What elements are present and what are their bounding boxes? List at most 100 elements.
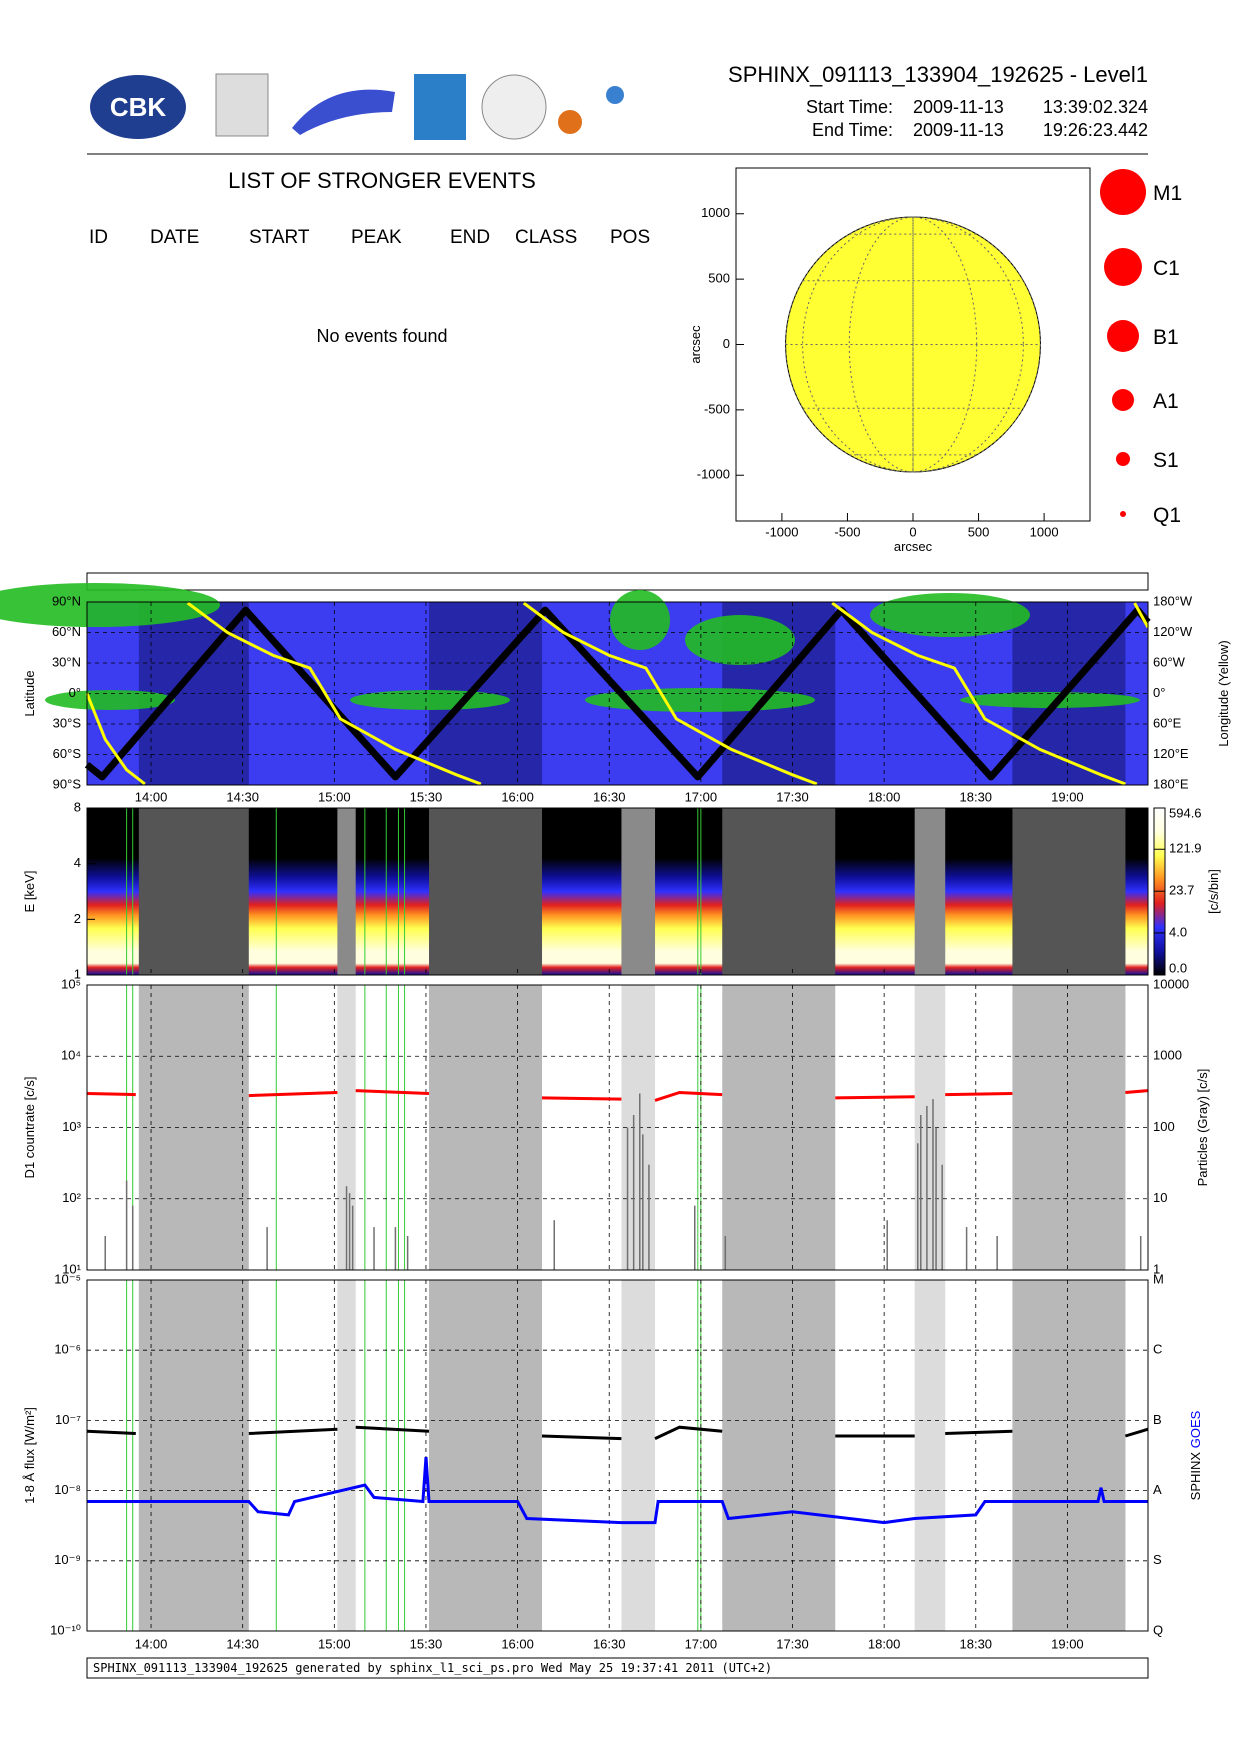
column-header: DATE: [150, 227, 199, 248]
shade-interval: [722, 808, 836, 975]
y-tick-label: 8: [74, 799, 81, 814]
time-tick-label: 15:30: [410, 1636, 443, 1651]
logo-cbk: [90, 75, 186, 139]
y-tick-label: 60°S: [53, 746, 82, 761]
panel-frame: [86, 601, 1149, 786]
time-tick-label: 19:00: [1051, 1636, 1084, 1651]
y2-tick-label: 10: [1153, 1190, 1167, 1205]
x-axis-label: arcsec: [894, 539, 933, 554]
start-time: 13:39:02.324: [1043, 97, 1148, 117]
y-tick-label: 2: [74, 911, 81, 926]
start-date: 2009-11-13: [913, 97, 1004, 117]
y-tick-label: 10²: [62, 1190, 81, 1205]
x-tick-label: -1000: [765, 524, 798, 539]
y-tick-label: 10⁻⁶: [54, 1342, 81, 1357]
legend-marker: [1112, 389, 1134, 411]
y-tick-label: 10⁻⁵: [54, 1271, 81, 1286]
y-tick-label: 10⁻⁸: [54, 1482, 81, 1497]
region: [685, 615, 795, 665]
column-header: START: [249, 227, 310, 248]
y2-axis-label: Particles (Gray) [c/s]: [1195, 1069, 1210, 1187]
legend: SPHINX GOES: [1188, 1410, 1203, 1500]
legend-label: A1: [1153, 390, 1179, 413]
series-line: [84, 606, 1151, 781]
colorbar-tick-label: 594.6: [1169, 805, 1202, 820]
y2-tick-label: 180°E: [1153, 776, 1189, 791]
y-tick-label: 10¹: [62, 1261, 81, 1276]
time-tick-label: 16:30: [593, 1636, 626, 1651]
time-tick-label: 14:00: [135, 1636, 168, 1651]
y-tick-label: -1000: [697, 467, 730, 482]
y2-tick-label: 120°E: [1153, 746, 1189, 761]
y-tick-label: 10⁵: [61, 976, 81, 991]
y-tick-label: 0: [723, 336, 730, 351]
shade-interval: [722, 1280, 836, 1631]
y2-tick-label: S: [1153, 1552, 1162, 1567]
y-tick-label: 500: [708, 271, 730, 286]
end-date: 2009-11-13: [913, 120, 1004, 140]
series-line: [87, 1456, 1148, 1525]
y-tick-label: 10⁴: [61, 1048, 81, 1063]
y2-tick-label: 1: [1153, 1261, 1160, 1276]
time-tick-label: 14:30: [226, 789, 259, 804]
logo-seal: [481, 74, 547, 140]
y-tick-label: -500: [704, 401, 730, 416]
footer-box: [86, 1657, 1149, 1679]
time-tick-label: 19:00: [1051, 789, 1084, 804]
y2-tick-label: 180°W: [1153, 593, 1193, 608]
time-tick-label: 18:30: [960, 1636, 993, 1651]
column-header: END: [450, 227, 490, 248]
y2-tick-label: B: [1153, 1412, 1162, 1427]
time-tick-label: 14:30: [226, 1636, 259, 1651]
shade-interval: [138, 808, 249, 975]
time-tick-label: 15:00: [318, 789, 351, 804]
shade-interval: [1012, 1280, 1126, 1631]
column-header: PEAK: [351, 227, 402, 248]
time-tick-label: 15:00: [318, 1636, 351, 1651]
time-tick-label: 16:00: [501, 1636, 534, 1651]
end-label: End Time:: [812, 120, 893, 140]
y-tick-label: 0°: [69, 685, 81, 700]
x-tick-label: 1000: [1030, 524, 1059, 539]
shade-interval: [337, 808, 356, 975]
legend-label: S1: [1153, 449, 1179, 472]
logo-sun: [558, 110, 582, 134]
legend-label: B1: [1153, 326, 1179, 349]
legend-label: M1: [1153, 182, 1182, 205]
panel-frame: [86, 984, 1149, 1271]
y-axis-label: D1 countrate [c/s]: [22, 1077, 37, 1179]
legend-entry: SPHINX: [1188, 1452, 1203, 1501]
y2-tick-label: 60°E: [1153, 715, 1182, 730]
colorbar-tick-label: 4.0: [1169, 924, 1187, 939]
shade-interval: [138, 1280, 249, 1631]
region: [870, 593, 1030, 637]
y-tick-label: 90°S: [53, 776, 82, 791]
time-tick-label: 18:30: [960, 789, 993, 804]
panel-frame: [86, 1279, 1149, 1632]
time-tick-label: 17:30: [776, 1636, 809, 1651]
column-header: POS: [610, 227, 650, 248]
disk-meridian: [785, 216, 1041, 473]
logo-earth: [606, 86, 624, 104]
panel-frame: [86, 807, 1149, 976]
legend-label: C1: [1153, 257, 1180, 280]
y-axis-label: E [keV]: [22, 871, 37, 913]
shade-interval: [337, 1280, 356, 1631]
x-tick-label: 500: [968, 524, 990, 539]
legend-marker: [1107, 320, 1139, 352]
x-tick-label: 0: [909, 524, 916, 539]
y-tick-label: 30°N: [52, 654, 81, 669]
y-tick-label: 1: [74, 966, 81, 981]
y-tick-label: 10⁻⁷: [55, 1412, 81, 1427]
time-tick-label: 18:00: [868, 1636, 901, 1651]
shade-interval: [429, 985, 543, 1270]
status-box: [86, 572, 1149, 591]
series-line: [85, 601, 1150, 786]
y2-axis-label: Longitude (Yellow): [1216, 640, 1231, 746]
x-tick-label: -500: [834, 524, 860, 539]
y-axis-label: arcsec: [688, 325, 703, 364]
y2-tick-label: 10000: [1153, 976, 1189, 991]
region: [960, 692, 1140, 708]
y2-tick-label: M: [1153, 1271, 1164, 1286]
